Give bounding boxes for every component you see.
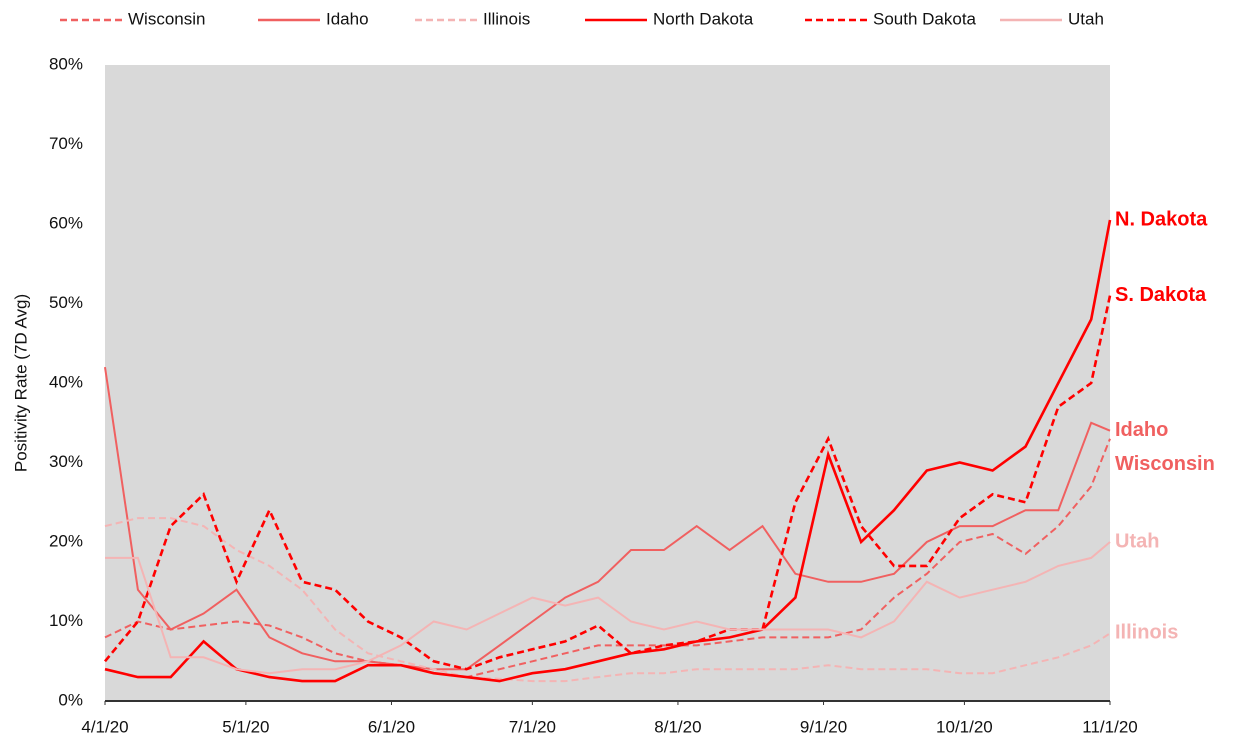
y-tick-label: 70% [49,134,83,153]
end-label: Wisconsin [1115,453,1215,475]
legend-label: North Dakota [653,9,754,28]
y-tick-label: 20% [49,531,83,550]
series-line [104,219,1112,683]
legend-label: Utah [1068,9,1104,28]
y-tick-label: 30% [49,452,83,471]
x-tick-label: 6/1/20 [368,717,415,736]
end-label: Utah [1115,530,1159,552]
end-label: Idaho [1115,419,1168,441]
end-label: S. Dakota [1115,284,1207,306]
x-tick-label: 11/1/20 [1082,717,1137,736]
y-tick-label: 80% [49,54,83,73]
legend-label: Wisconsin [128,9,205,28]
y-tick-label: 50% [49,293,83,312]
x-tick-label: 8/1/20 [654,717,701,736]
x-tick-label: 9/1/20 [800,717,847,736]
x-tick-label: 7/1/20 [509,717,556,736]
y-tick-label: 10% [49,611,83,630]
series-line [105,541,1111,675]
legend-label: Illinois [483,9,530,28]
x-tick-label: 5/1/20 [222,717,269,736]
series-line [104,366,1111,671]
y-axis-label: Positivity Rate (7D Avg) [11,294,30,472]
y-tick-label: 40% [49,372,83,391]
y-tick-label: 0% [58,690,83,709]
end-label: N. Dakota [1115,208,1208,230]
x-tick-label: 4/1/20 [81,717,128,736]
end-label: Illinois [1115,622,1178,644]
y-tick-label: 60% [49,213,83,232]
legend-label: South Dakota [873,9,977,28]
legend-label: Idaho [326,9,369,28]
plot-area [105,65,1110,701]
x-tick-label: 10/1/20 [936,717,993,736]
